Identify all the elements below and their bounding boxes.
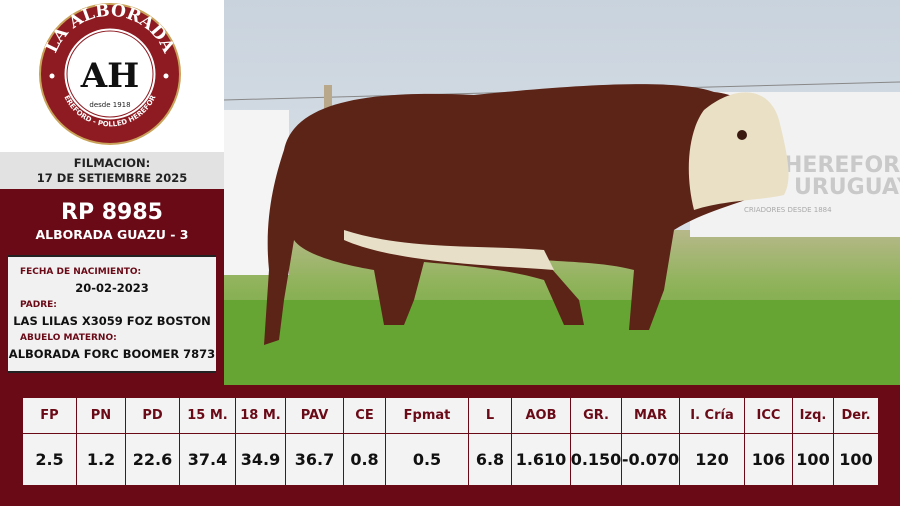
mgs-label: ABUELO MATERNO: <box>20 333 117 343</box>
value-gr: 0.150 <box>571 434 621 485</box>
animal-name: ALBORADA GUAZU - 3 <box>35 227 189 242</box>
value-mar: -0.070 <box>622 434 679 485</box>
col-header-ce: CE <box>344 398 385 433</box>
pedigree-card: FECHA DE NACIMIENTO: 20-02-2023 PADRE: L… <box>8 255 216 373</box>
col-header-l: L <box>469 398 511 433</box>
value-icc: 106 <box>745 434 792 485</box>
col-header-icria: I. Cría <box>680 398 744 433</box>
value-aob: 1.610 <box>512 434 570 485</box>
value-18m: 34.9 <box>236 434 285 485</box>
bull-photo: HEREFORD URUGUAY CRIADORES DESDE 1884 <box>224 0 900 385</box>
col-header-fpmat: Fpmat <box>386 398 468 433</box>
svg-text:AH: AH <box>80 56 140 96</box>
la-alborada-logo: LA ALBORADA HEREFORD - POLLED HEREFORD A… <box>0 0 181 145</box>
rp-number: RP 8985 <box>61 200 163 225</box>
filming-date: FILMACION: 17 DE SETIEMBRE 2025 <box>0 152 224 189</box>
left-panel: LA ALBORADA HEREFORD - POLLED HEREFORD A… <box>0 0 224 385</box>
value-l: 6.8 <box>469 434 511 485</box>
col-header-15m: 15 M. <box>180 398 235 433</box>
col-header-fp: FP <box>23 398 76 433</box>
banner-text: HEREFORD <box>784 153 900 178</box>
value-izq: 100 <box>793 434 833 485</box>
col-header-aob: AOB <box>512 398 570 433</box>
filming-value: 17 DE SETIEMBRE 2025 <box>36 171 188 185</box>
banner-text-2: URUGUAY <box>794 175 900 200</box>
svg-text:desde 1918: desde 1918 <box>89 101 130 109</box>
birth-value: 20-02-2023 <box>75 281 149 295</box>
epd-table: FP PN PD 15 M. 18 M. PAV CE Fpmat L AOB … <box>22 397 878 485</box>
sire-label: PADRE: <box>20 300 57 310</box>
sire-value: LAS LILAS X3059 FOZ BOSTON <box>13 314 211 328</box>
bull <box>264 84 789 345</box>
value-fpmat: 0.5 <box>386 434 468 485</box>
birth-label: FECHA DE NACIMIENTO: <box>20 267 142 277</box>
value-pd: 22.6 <box>126 434 179 485</box>
value-ce: 0.8 <box>344 434 385 485</box>
value-pav: 36.7 <box>286 434 343 485</box>
col-header-pav: PAV <box>286 398 343 433</box>
filming-label: FILMACION: <box>73 156 151 170</box>
value-15m: 37.4 <box>180 434 235 485</box>
col-header-18m: 18 M. <box>236 398 285 433</box>
mgs-value: ALBORADA FORC BOOMER 7873 <box>8 347 216 361</box>
value-icria: 120 <box>680 434 744 485</box>
col-header-icc: ICC <box>745 398 792 433</box>
col-header-pn: PN <box>77 398 125 433</box>
col-header-mar: MAR <box>622 398 679 433</box>
col-header-pd: PD <box>126 398 179 433</box>
logo-area: LA ALBORADA HEREFORD - POLLED HEREFORD A… <box>0 0 224 152</box>
value-pn: 1.2 <box>77 434 125 485</box>
col-header-der: Der. <box>834 398 878 433</box>
col-header-gr: GR. <box>571 398 621 433</box>
value-fp: 2.5 <box>23 434 76 485</box>
col-header-izq: Izq. <box>793 398 833 433</box>
banner-text-3: CRIADORES DESDE 1884 <box>744 206 832 214</box>
value-der: 100 <box>834 434 878 485</box>
